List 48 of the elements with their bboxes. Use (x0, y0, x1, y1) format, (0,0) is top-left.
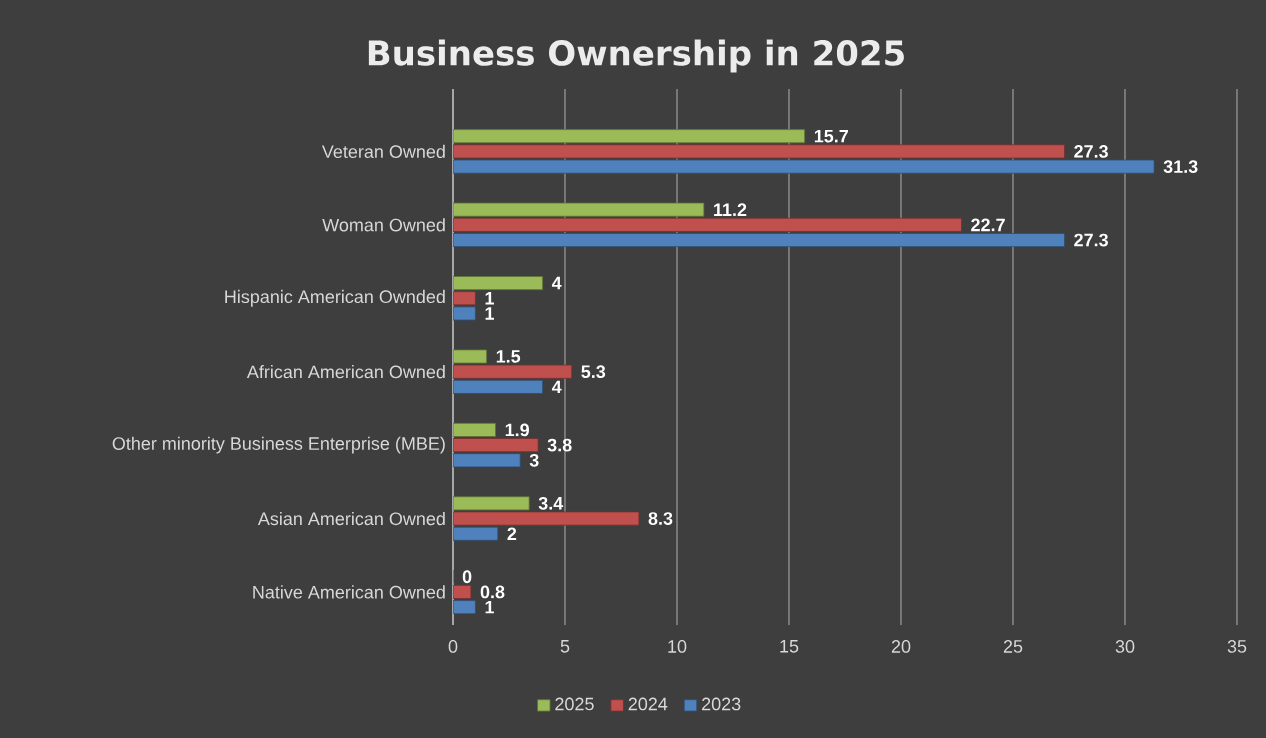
bar (453, 144, 1065, 159)
bar (453, 129, 806, 144)
x-tick-label: 10 (668, 640, 687, 653)
y-tick-label: Asian American Owned (257, 511, 445, 526)
data-label: 5.3 (581, 365, 606, 379)
bar (453, 217, 962, 232)
bar (453, 233, 1065, 248)
data-label: 15.7 (814, 129, 848, 143)
x-tick-label: 15 (780, 640, 799, 653)
data-label: 4 (551, 380, 562, 394)
legend-label: 2025 (555, 697, 594, 711)
x-tick-label: 35 (1227, 640, 1247, 653)
data-label: 1 (485, 292, 494, 305)
data-label: 3.4 (538, 496, 564, 510)
x-tick-label: 30 (1115, 640, 1135, 653)
data-label: 1.9 (505, 423, 529, 437)
data-label: 4 (551, 276, 562, 290)
data-label: 27.3 (1074, 233, 1108, 247)
bar (453, 202, 705, 217)
legend-label: 2024 (628, 697, 668, 711)
data-label: 27.3 (1074, 145, 1108, 158)
y-tick-label: African American Owned (246, 365, 445, 379)
y-tick-label: Hispanic American Ownded (225, 289, 445, 307)
bar (453, 496, 530, 511)
data-label: 8.3 (648, 512, 673, 525)
data-label: 22.7 (971, 218, 1005, 232)
data-label: 1 (485, 600, 494, 614)
x-tick-label: 20 (891, 640, 911, 653)
y-tick-label: Native American Owned (253, 585, 445, 599)
data-label: 1.5 (496, 350, 521, 363)
data-label: 0 (462, 570, 472, 584)
x-tick-label: 25 (1003, 640, 1023, 653)
data-label: 3.8 (547, 438, 572, 452)
bar (453, 159, 1155, 174)
legend-label: 2023 (702, 697, 741, 711)
data-label: 11.2 (714, 203, 747, 216)
x-tick-label: 0 (448, 640, 458, 653)
data-label: 2 (507, 527, 517, 541)
y-tick-label: Other minority Business Enterprise (MBE) (112, 436, 445, 454)
chart-title: Business Ownership in 2025 (368, 39, 904, 73)
y-tick-label: Veteran Owned (321, 144, 445, 159)
x-tick-label: 5 (560, 640, 570, 653)
data-label: 31.3 (1163, 160, 1198, 173)
y-tick-label: Woman Owned (322, 218, 445, 232)
data-label: 3 (529, 453, 539, 467)
data-label: 0.8 (480, 585, 505, 599)
bar (453, 364, 573, 379)
data-label: 1 (485, 307, 494, 320)
